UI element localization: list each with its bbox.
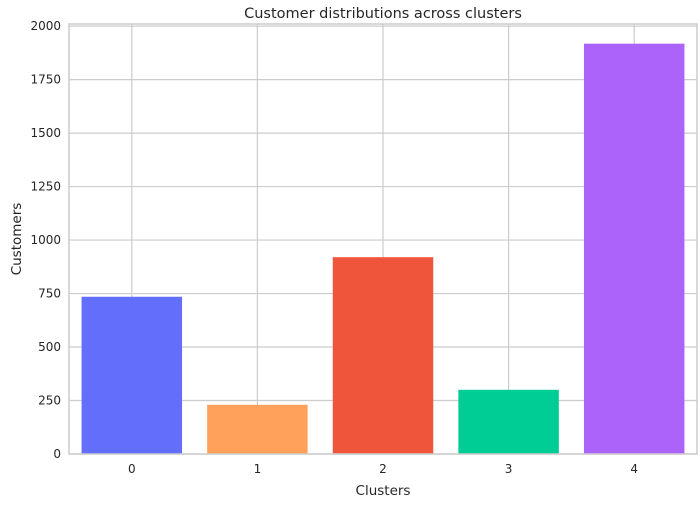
x-tick-label: 3 bbox=[505, 462, 513, 476]
x-tick-label: 0 bbox=[128, 462, 136, 476]
bar-cluster-0 bbox=[81, 296, 183, 454]
bar-cluster-4 bbox=[583, 43, 685, 455]
y-tick-label: 2000 bbox=[30, 19, 61, 33]
x-tick-labels: 0 1 2 3 4 bbox=[128, 462, 638, 476]
y-tick-label: 750 bbox=[38, 287, 61, 301]
y-tick-label: 250 bbox=[38, 394, 61, 408]
plot-frame bbox=[68, 23, 698, 455]
chart-title: Customer distributions across clusters bbox=[244, 6, 522, 22]
y-tick-label: 1000 bbox=[30, 233, 61, 247]
y-tick-labels: 0 250 500 750 1000 1250 1500 1750 2000 bbox=[30, 19, 61, 461]
y-tick-label: 1500 bbox=[30, 126, 61, 140]
x-tick-label: 1 bbox=[254, 462, 262, 476]
y-tick-label: 1250 bbox=[30, 180, 61, 194]
bar-cluster-3 bbox=[458, 389, 559, 454]
y-tick-label: 0 bbox=[53, 447, 61, 461]
bar-cluster-2 bbox=[332, 257, 434, 454]
bars bbox=[81, 43, 685, 455]
x-axis-label: Clusters bbox=[356, 483, 411, 499]
bar-cluster-1 bbox=[207, 404, 308, 454]
x-tick-label: 4 bbox=[630, 462, 638, 476]
y-tick-label: 1750 bbox=[30, 73, 61, 87]
y-tick-label: 500 bbox=[38, 340, 61, 354]
x-tick-label: 2 bbox=[379, 462, 387, 476]
y-axis-label: Customers bbox=[9, 203, 25, 276]
